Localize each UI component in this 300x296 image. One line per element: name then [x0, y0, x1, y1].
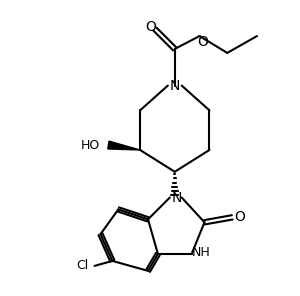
Text: N: N [169, 79, 180, 93]
Text: N: N [172, 191, 182, 205]
Text: NH: NH [192, 245, 211, 258]
Text: Cl: Cl [76, 259, 89, 272]
Text: HO: HO [81, 139, 100, 152]
Text: O: O [235, 210, 246, 224]
Polygon shape [108, 141, 140, 150]
Text: O: O [197, 35, 208, 49]
Text: O: O [146, 20, 156, 34]
